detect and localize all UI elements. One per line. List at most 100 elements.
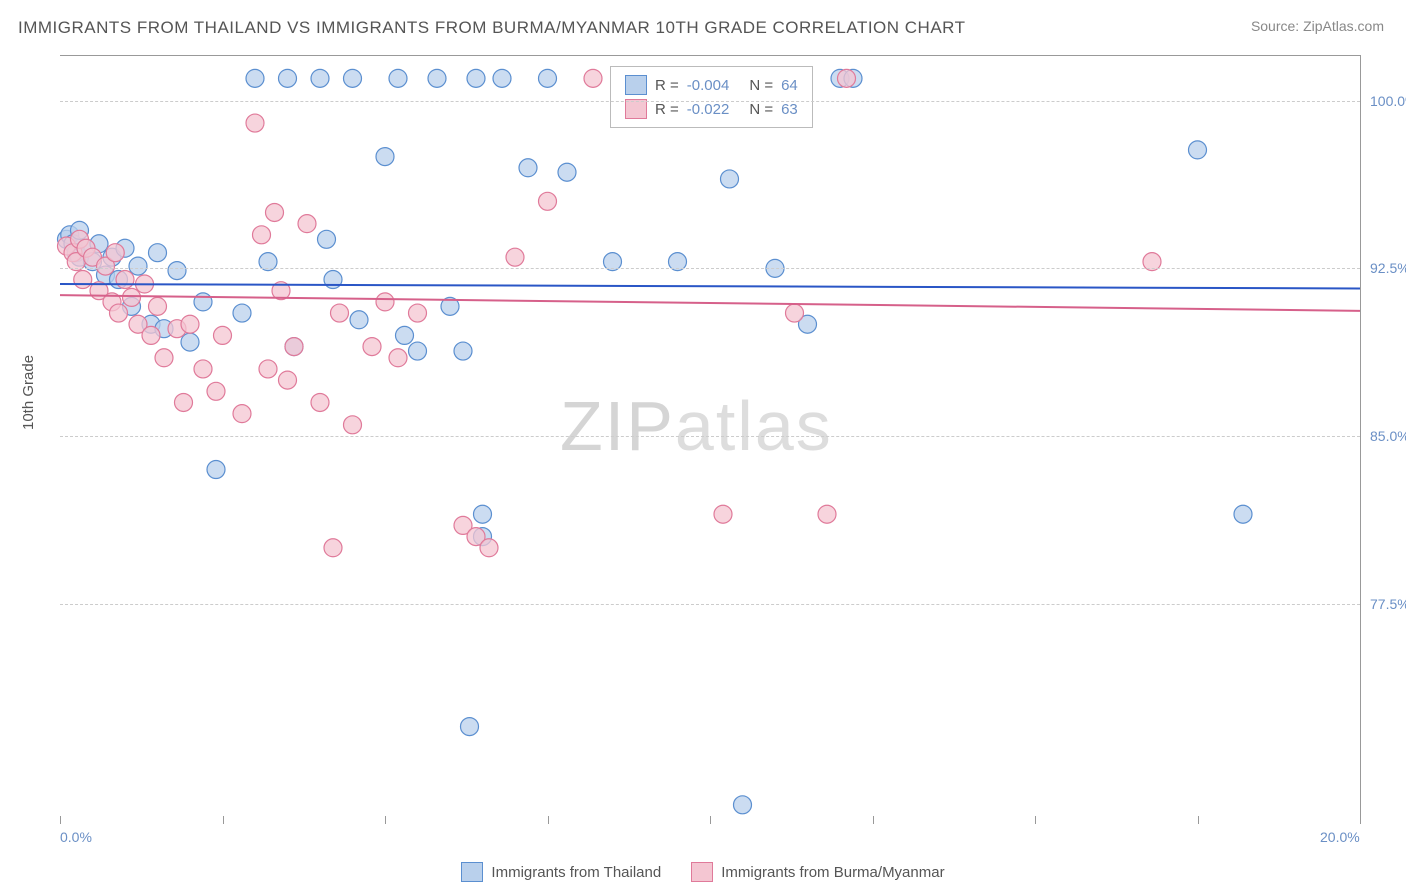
legend-n-label: N = <box>749 77 773 94</box>
scatter-point <box>1189 141 1207 159</box>
scatter-point <box>155 349 173 367</box>
scatter-point <box>175 393 193 411</box>
scatter-point <box>298 215 316 233</box>
scatter-point <box>786 304 804 322</box>
scatter-point <box>207 382 225 400</box>
scatter-point <box>149 244 167 262</box>
x-tick <box>1198 816 1199 824</box>
scatter-point <box>396 326 414 344</box>
chart-title: IMMIGRANTS FROM THAILAND VS IMMIGRANTS F… <box>18 18 966 38</box>
scatter-point <box>311 69 329 87</box>
trend-line <box>60 284 1360 288</box>
bottom-legend-label: Immigrants from Burma/Myanmar <box>721 864 944 881</box>
x-tick <box>710 816 711 824</box>
y-tick-label: 85.0% <box>1370 428 1406 444</box>
scatter-point <box>253 226 271 244</box>
scatter-point <box>116 271 134 289</box>
scatter-point <box>123 288 141 306</box>
legend-swatch <box>691 862 713 882</box>
scatter-point <box>1234 505 1252 523</box>
legend-r-value: -0.022 <box>687 101 730 118</box>
scatter-point <box>734 796 752 814</box>
scatter-point <box>714 505 732 523</box>
scatter-point <box>474 505 492 523</box>
scatter-point <box>168 262 186 280</box>
scatter-point <box>194 293 212 311</box>
legend-swatch <box>625 75 647 95</box>
scatter-point <box>142 326 160 344</box>
gridline-h <box>60 436 1360 437</box>
scatter-point <box>149 297 167 315</box>
scatter-point <box>409 304 427 322</box>
scatter-point <box>539 192 557 210</box>
x-tick <box>873 816 874 824</box>
scatter-point <box>409 342 427 360</box>
scatter-point <box>233 304 251 322</box>
scatter-point <box>324 539 342 557</box>
scatter-point <box>129 257 147 275</box>
y-tick-label: 100.0% <box>1370 93 1406 109</box>
x-tick <box>60 816 61 824</box>
scatter-point <box>246 69 264 87</box>
legend-stats-row: R =-0.004N =64 <box>625 73 798 97</box>
scatter-point <box>584 69 602 87</box>
y-tick-label: 77.5% <box>1370 596 1406 612</box>
scatter-point <box>558 163 576 181</box>
trend-line <box>60 295 1360 311</box>
scatter-point <box>266 203 284 221</box>
bottom-legend-label: Immigrants from Thailand <box>491 864 661 881</box>
legend-r-label: R = <box>655 101 679 118</box>
scatter-point <box>207 461 225 479</box>
gridline-h <box>60 101 1360 102</box>
x-tick-label: 0.0% <box>60 829 92 845</box>
scatter-point <box>363 338 381 356</box>
scatter-point <box>539 69 557 87</box>
scatter-point <box>214 326 232 344</box>
scatter-point <box>818 505 836 523</box>
gridline-h <box>60 268 1360 269</box>
legend-n-value: 63 <box>781 101 798 118</box>
x-tick-label: 20.0% <box>1320 829 1360 845</box>
scatter-point <box>259 360 277 378</box>
scatter-point <box>344 416 362 434</box>
gridline-h <box>60 604 1360 605</box>
scatter-point <box>467 69 485 87</box>
scatter-point <box>181 333 199 351</box>
bottom-legend: Immigrants from Thailand Immigrants from … <box>0 862 1406 882</box>
scatter-point <box>519 159 537 177</box>
legend-stats-box: R =-0.004N =64R =-0.022N =63 <box>610 66 813 128</box>
scatter-point <box>389 349 407 367</box>
plot-area: ZIPatlas R =-0.004N =64R =-0.022N =63 77… <box>60 55 1361 816</box>
scatter-point <box>428 69 446 87</box>
x-tick <box>1035 816 1036 824</box>
scatter-point <box>454 342 472 360</box>
scatter-point <box>506 248 524 266</box>
legend-swatch <box>625 99 647 119</box>
scatter-point <box>285 338 303 356</box>
bottom-legend-item: Immigrants from Burma/Myanmar <box>691 862 944 882</box>
legend-r-label: R = <box>655 77 679 94</box>
scatter-point <box>461 718 479 736</box>
scatter-point <box>480 539 498 557</box>
scatter-point <box>279 371 297 389</box>
x-tick <box>1360 816 1361 824</box>
scatter-point <box>318 230 336 248</box>
legend-n-value: 64 <box>781 77 798 94</box>
scatter-point <box>311 393 329 411</box>
scatter-point <box>721 170 739 188</box>
scatter-point <box>110 304 128 322</box>
scatter-point <box>389 69 407 87</box>
x-tick <box>385 816 386 824</box>
scatter-point <box>106 244 124 262</box>
scatter-point <box>233 405 251 423</box>
y-tick-label: 92.5% <box>1370 260 1406 276</box>
scatter-point <box>344 69 362 87</box>
x-tick <box>223 816 224 824</box>
y-axis-title: 10th Grade <box>20 355 37 430</box>
legend-n-label: N = <box>749 101 773 118</box>
scatter-point <box>838 69 856 87</box>
x-tick <box>548 816 549 824</box>
scatter-point <box>279 69 297 87</box>
scatter-point <box>376 293 394 311</box>
scatter-point <box>331 304 349 322</box>
